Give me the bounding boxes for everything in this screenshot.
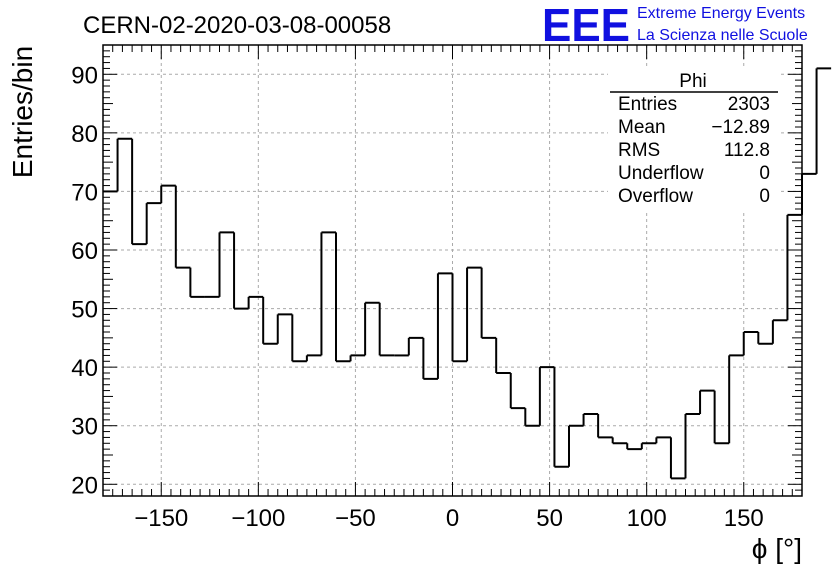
- histogram-bin: [145, 202, 162, 245]
- x-tick-label: 0: [446, 505, 459, 532]
- y-tick-label: 70: [71, 179, 98, 206]
- histogram-bin: [713, 390, 730, 445]
- histogram-bin: [116, 137, 133, 192]
- histogram-bin: [524, 408, 540, 427]
- histogram-bin: [728, 354, 744, 444]
- histogram-bin: [640, 442, 657, 450]
- histogram-bin: [684, 413, 701, 479]
- stats-row-label: RMS: [618, 140, 660, 161]
- y-tick-label: 80: [71, 121, 98, 148]
- chart-title: CERN-02-2020-03-08-00058: [83, 12, 391, 39]
- histogram-bin: [466, 266, 482, 362]
- stats-row-value: 0: [759, 163, 770, 184]
- histogram-bin: [335, 232, 351, 363]
- histogram-bin: [160, 184, 176, 204]
- x-tick-labels: −150 −100 −50 0 50 100 150: [134, 505, 764, 532]
- y-tick-label: 60: [71, 238, 98, 265]
- histogram-bin: [407, 336, 424, 356]
- x-tick-label: −100: [231, 505, 285, 532]
- histogram-bin: [174, 185, 191, 269]
- y-tick-label: 90: [71, 62, 98, 89]
- histogram-bin: [262, 296, 278, 345]
- histogram-bin: [276, 313, 293, 344]
- histogram-bin: [364, 301, 380, 356]
- histogram-bin: [611, 437, 628, 445]
- histogram-bin: [480, 267, 497, 339]
- histogram-bin: [305, 354, 322, 362]
- eee-logo-line2: La Scienza nelle Scuole: [637, 27, 808, 44]
- histogram-bin: [597, 414, 613, 439]
- histogram-bin: [655, 436, 671, 444]
- x-tick-label: 50: [536, 505, 563, 532]
- histogram-bin: [801, 172, 817, 215]
- histogram-bin: [669, 437, 686, 480]
- histogram-bin: [538, 366, 555, 426]
- histogram: [103, 67, 832, 480]
- x-tick-label: 100: [627, 505, 667, 532]
- histogram-bin: [582, 413, 599, 426]
- eee-logo: EEE Extreme Energy Events La Scienza nel…: [542, 0, 808, 51]
- histogram-bin: [451, 273, 468, 363]
- histogram-bin: [757, 332, 773, 345]
- histogram-bin: [815, 67, 832, 174]
- histogram-bin: [495, 337, 511, 374]
- stats-box: Phi Entries 2303 Mean −12.89 RMS 112.8 Underfl…: [608, 67, 780, 212]
- histogram-bin: [247, 295, 264, 309]
- stats-title: Phi: [679, 71, 706, 92]
- histogram-bin: [233, 232, 249, 310]
- x-tick-label: −150: [134, 505, 188, 532]
- x-axis-label: ϕ [°]: [752, 533, 802, 564]
- stats-row-label: Entries: [618, 94, 677, 115]
- histogram-bin: [218, 231, 235, 297]
- stats-row-value: 0: [759, 186, 770, 207]
- stats-row-value: 2303: [728, 94, 770, 115]
- histogram-bin: [320, 231, 336, 356]
- stats-row-label: Mean: [618, 117, 666, 138]
- axis-ticks: [103, 44, 802, 496]
- histogram-bin: [509, 373, 526, 410]
- eee-logo-mark: EEE: [542, 0, 630, 51]
- histogram-bin: [699, 389, 715, 414]
- y-tick-label: 30: [71, 414, 98, 441]
- histogram-bin: [771, 319, 788, 344]
- y-axis-label: Entries/bin: [7, 46, 38, 178]
- histogram-bin: [422, 337, 438, 380]
- histogram-bin: [378, 302, 395, 357]
- histogram-bin: [626, 443, 642, 451]
- histogram-bin: [131, 138, 147, 246]
- histogram-bin: [742, 331, 759, 356]
- x-tick-label: −50: [335, 505, 376, 532]
- y-tick-label: 40: [71, 355, 98, 382]
- histogram-bin: [349, 354, 366, 362]
- stats-row-value: 112.8: [724, 140, 770, 161]
- stats-box-background: [608, 67, 780, 212]
- stats-row-value: −12.89: [711, 117, 770, 138]
- stats-row-label: Underflow: [618, 163, 704, 184]
- histogram-bin: [291, 314, 307, 363]
- y-tick-label: 20: [71, 472, 98, 499]
- histogram-bin: [189, 267, 205, 298]
- histogram-bin: [568, 424, 584, 467]
- histogram-bin: [553, 367, 569, 468]
- eee-logo-line1: Extreme Energy Events: [637, 5, 805, 22]
- stats-rows: Entries 2303 Mean −12.89 RMS 112.8 Underflow 0 O…: [618, 94, 770, 207]
- y-tick-label: 50: [71, 297, 98, 324]
- y-tick-labels: 20 30 40 50 60 70 80 90: [71, 62, 98, 499]
- histogram-bin: [436, 272, 453, 379]
- stats-row-label: Overflow: [618, 186, 693, 207]
- x-tick-label: 150: [724, 505, 764, 532]
